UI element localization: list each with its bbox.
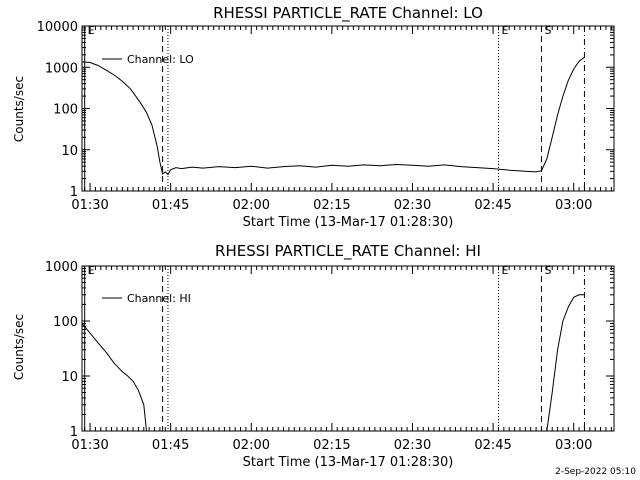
series-line-hi (81, 294, 585, 432)
x-tick-label: 02:45 (474, 198, 511, 213)
x-tick-label: 02:00 (233, 438, 270, 453)
x-tick-label: 02:30 (394, 198, 431, 213)
event-marker-label: E (88, 264, 95, 277)
y-tick-label: 10000 (37, 20, 78, 35)
x-tick-label: 03:00 (555, 198, 592, 213)
event-marker-label: E (501, 264, 508, 277)
y-tick-label: 1 (70, 185, 78, 200)
legend-label: Channel: HI (127, 292, 191, 305)
x-axis-label: Start Time (13-Mar-17 01:28:30) (243, 215, 454, 230)
legend: Channel: LO (102, 53, 194, 66)
x-tick-label: 02:45 (474, 438, 511, 453)
x-tick-label: 02:30 (394, 438, 431, 453)
x-tick-label: 01:30 (71, 198, 108, 213)
x-tick-label: 02:15 (313, 198, 350, 213)
plot-frame (81, 25, 615, 192)
x-axis-label: Start Time (13-Mar-17 01:28:30) (243, 455, 454, 470)
x-tick-label: 01:45 (152, 438, 189, 453)
x-tick-label: 01:45 (152, 198, 189, 213)
hi-channel-panel: RHESSI PARTICLE_RATE Channel: HI Counts/… (12, 242, 615, 470)
chart-title: RHESSI PARTICLE_RATE Channel: LO (213, 4, 483, 23)
lo-channel-panel: RHESSI PARTICLE_RATE Channel: LO Counts/… (12, 4, 615, 230)
y-tick-label: 1000 (45, 260, 78, 275)
x-tick-label: 02:00 (233, 198, 270, 213)
plot-frame (81, 265, 615, 432)
tick-layer: 1 10 100 1000 10000 01:30 01:45 02:00 02:15 02:30… (37, 20, 614, 213)
y-tick-label: 100 (53, 103, 78, 118)
event-marker-label: E (501, 24, 508, 37)
y-tick-label: 10 (61, 144, 78, 159)
y-tick-label: 1 (70, 425, 78, 440)
x-tick-label: 02:15 (313, 438, 350, 453)
y-tick-label: 10 (61, 370, 78, 385)
event-marker-label: E (88, 24, 95, 37)
y-axis-label: Counts/sec (12, 76, 26, 142)
chart-title: RHESSI PARTICLE_RATE Channel: HI (215, 242, 481, 261)
tick-layer: 1 10 100 1000 01:30 01:45 02:00 02:15 02:30 02:45… (45, 260, 614, 453)
y-tick-label: 1000 (45, 61, 78, 76)
event-marker-label: S (544, 264, 551, 277)
series-line-lo (81, 56, 585, 176)
x-tick-label: 03:00 (555, 438, 592, 453)
y-tick-label: 100 (53, 315, 78, 330)
legend: Channel: HI (102, 292, 191, 305)
legend-label: Channel: LO (127, 53, 194, 66)
event-marker-label: S (544, 24, 551, 37)
y-axis-label: Counts/sec (12, 314, 26, 380)
x-tick-label: 01:30 (71, 438, 108, 453)
generated-timestamp: 2-Sep-2022 05:10 (555, 467, 636, 477)
